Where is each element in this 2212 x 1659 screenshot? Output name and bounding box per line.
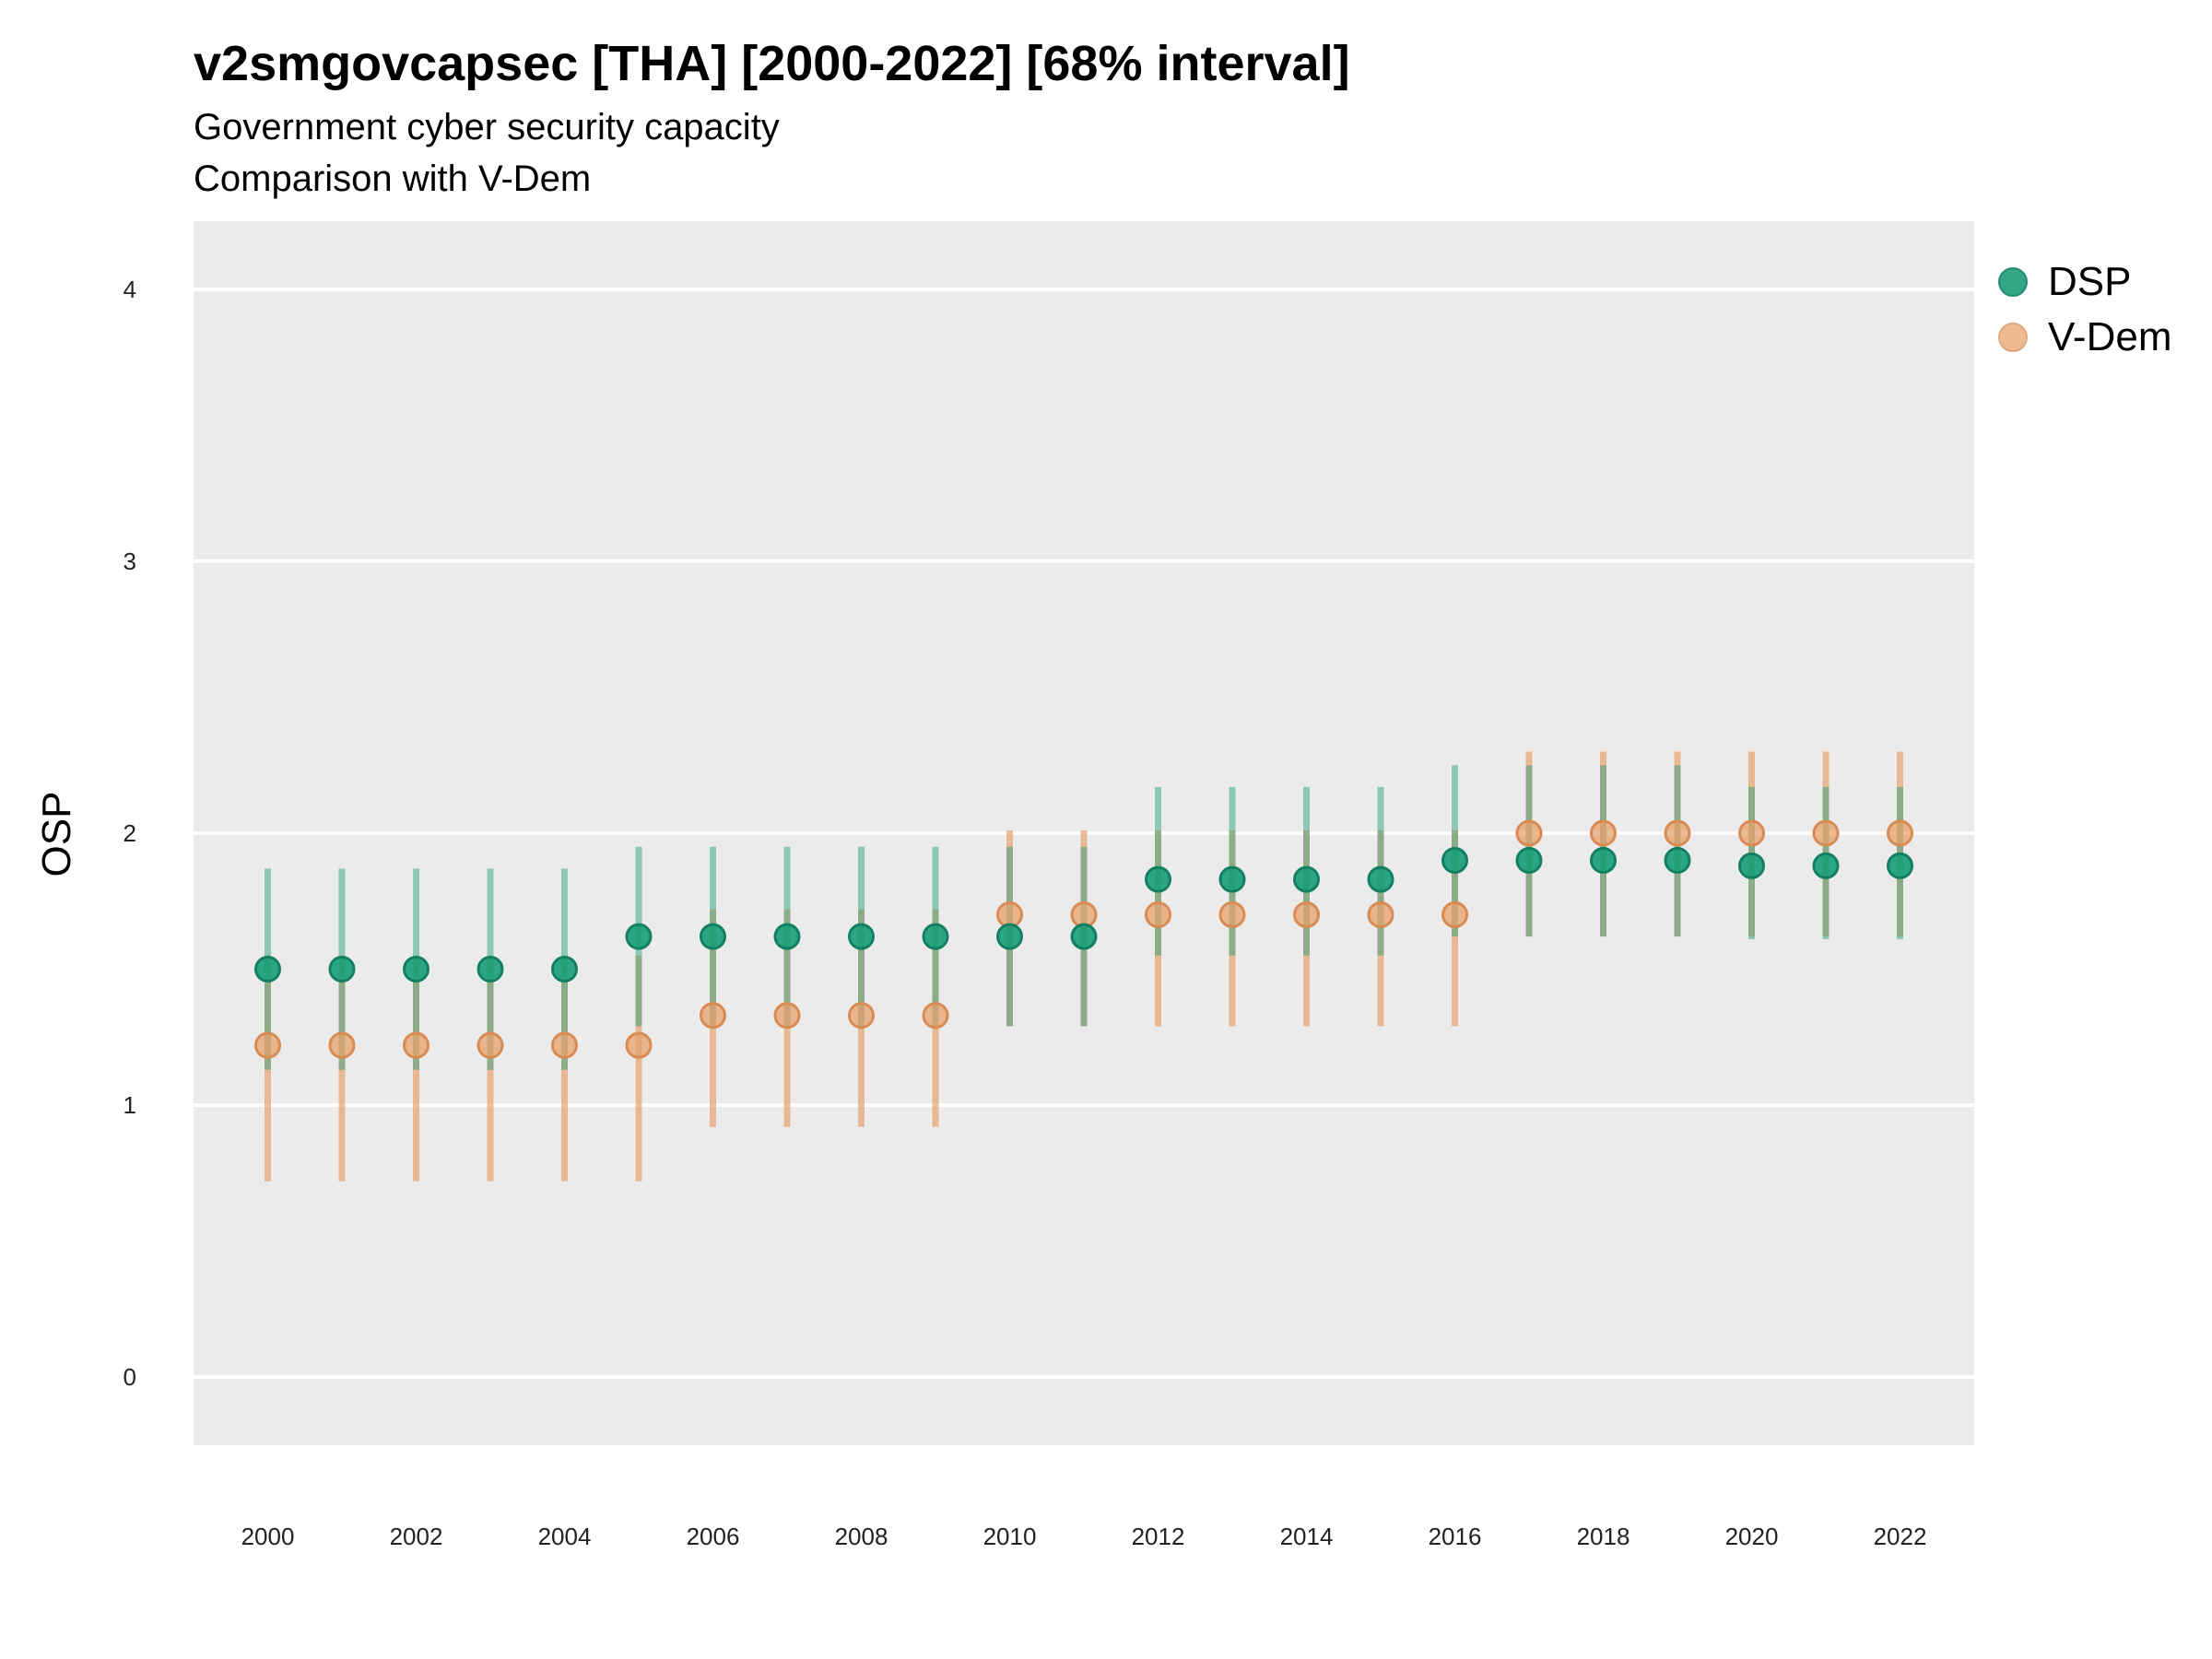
legend-label-dsp: DSP bbox=[2048, 259, 2132, 304]
point-vdem-2011 bbox=[1070, 901, 1098, 929]
point-vdem-2021 bbox=[1812, 819, 1840, 847]
point-vdem-2010 bbox=[996, 901, 1023, 929]
point-vdem-2018 bbox=[1590, 819, 1617, 847]
legend-label-vdem: V-Dem bbox=[2048, 314, 2172, 359]
point-vdem-2015 bbox=[1367, 901, 1394, 929]
point-vdem-2006 bbox=[700, 1002, 726, 1030]
point-dsp-2016 bbox=[1441, 847, 1468, 875]
point-vdem-2014 bbox=[1293, 901, 1320, 929]
point-dsp-2020 bbox=[1738, 852, 1765, 879]
point-dsp-2002 bbox=[403, 956, 429, 983]
point-vdem-2004 bbox=[551, 1031, 578, 1059]
legend-swatch-vdem bbox=[1998, 323, 2028, 352]
point-vdem-2017 bbox=[1515, 819, 1543, 847]
point-vdem-2003 bbox=[477, 1031, 504, 1059]
point-dsp-2013 bbox=[1218, 865, 1246, 893]
y-tick-label-0: 0 bbox=[124, 1363, 136, 1391]
point-dsp-2009 bbox=[922, 923, 949, 950]
point-dsp-2014 bbox=[1293, 865, 1320, 893]
y-tick-label-3: 3 bbox=[124, 547, 136, 575]
point-dsp-2010 bbox=[996, 923, 1023, 950]
y-tick-label-4: 4 bbox=[124, 276, 136, 303]
point-dsp-2007 bbox=[773, 923, 801, 950]
point-dsp-2022 bbox=[1887, 852, 1913, 879]
point-dsp-2012 bbox=[1145, 865, 1171, 893]
point-dsp-2017 bbox=[1515, 847, 1543, 875]
chart-subtitle-2: Comparison with V-Dem bbox=[194, 159, 592, 199]
x-tick-label-2000: 2000 bbox=[241, 1523, 295, 1550]
x-tick-label-2014: 2014 bbox=[1280, 1523, 1334, 1550]
x-tick-label-2022: 2022 bbox=[1874, 1523, 1927, 1550]
point-dsp-2003 bbox=[477, 956, 504, 983]
x-tick-label-2008: 2008 bbox=[835, 1523, 888, 1550]
point-dsp-2021 bbox=[1812, 852, 1840, 879]
point-vdem-2022 bbox=[1887, 819, 1913, 847]
x-tick-label-2004: 2004 bbox=[538, 1523, 592, 1550]
point-vdem-2009 bbox=[922, 1002, 949, 1030]
chart-title: v2smgovcapsec [THA] [2000-2022] [68% int… bbox=[194, 36, 1350, 91]
point-vdem-2020 bbox=[1738, 819, 1765, 847]
point-dsp-2005 bbox=[625, 923, 653, 950]
x-tick-label-2020: 2020 bbox=[1725, 1523, 1779, 1550]
point-vdem-2002 bbox=[403, 1031, 429, 1059]
y-tick-label-2: 2 bbox=[124, 819, 136, 847]
point-vdem-2007 bbox=[773, 1002, 801, 1030]
chart-subtitle: Government cyber security capacity bbox=[194, 107, 780, 147]
legend-swatch-dsp bbox=[1998, 267, 2028, 297]
x-tick-label-2006: 2006 bbox=[687, 1523, 740, 1550]
point-dsp-2006 bbox=[700, 923, 726, 950]
x-tick-label-2016: 2016 bbox=[1429, 1523, 1482, 1550]
point-dsp-2001 bbox=[328, 956, 356, 983]
point-vdem-2000 bbox=[254, 1031, 281, 1059]
x-tick-label-2010: 2010 bbox=[983, 1523, 1037, 1550]
point-vdem-2016 bbox=[1441, 901, 1468, 929]
legend-item-vdem: V-Dem bbox=[1998, 310, 2171, 365]
point-dsp-2008 bbox=[848, 923, 875, 950]
point-dsp-2015 bbox=[1367, 865, 1394, 893]
point-vdem-2001 bbox=[328, 1031, 356, 1059]
point-dsp-2011 bbox=[1070, 923, 1098, 950]
point-dsp-2019 bbox=[1664, 847, 1691, 875]
point-vdem-2005 bbox=[625, 1031, 653, 1059]
x-tick-label-2018: 2018 bbox=[1577, 1523, 1630, 1550]
x-tick-label-2002: 2002 bbox=[390, 1523, 443, 1550]
point-dsp-2018 bbox=[1590, 847, 1617, 875]
legend: DSP V-Dem bbox=[1998, 254, 2171, 365]
y-tick-label-1: 1 bbox=[124, 1091, 136, 1119]
point-vdem-2013 bbox=[1218, 901, 1246, 929]
point-vdem-2019 bbox=[1664, 819, 1691, 847]
point-vdem-2012 bbox=[1145, 901, 1171, 929]
point-dsp-2000 bbox=[254, 956, 281, 983]
legend-item-dsp: DSP bbox=[1998, 254, 2171, 310]
point-vdem-2008 bbox=[848, 1002, 875, 1030]
point-dsp-2004 bbox=[551, 956, 578, 983]
x-tick-label-2012: 2012 bbox=[1132, 1523, 1185, 1550]
